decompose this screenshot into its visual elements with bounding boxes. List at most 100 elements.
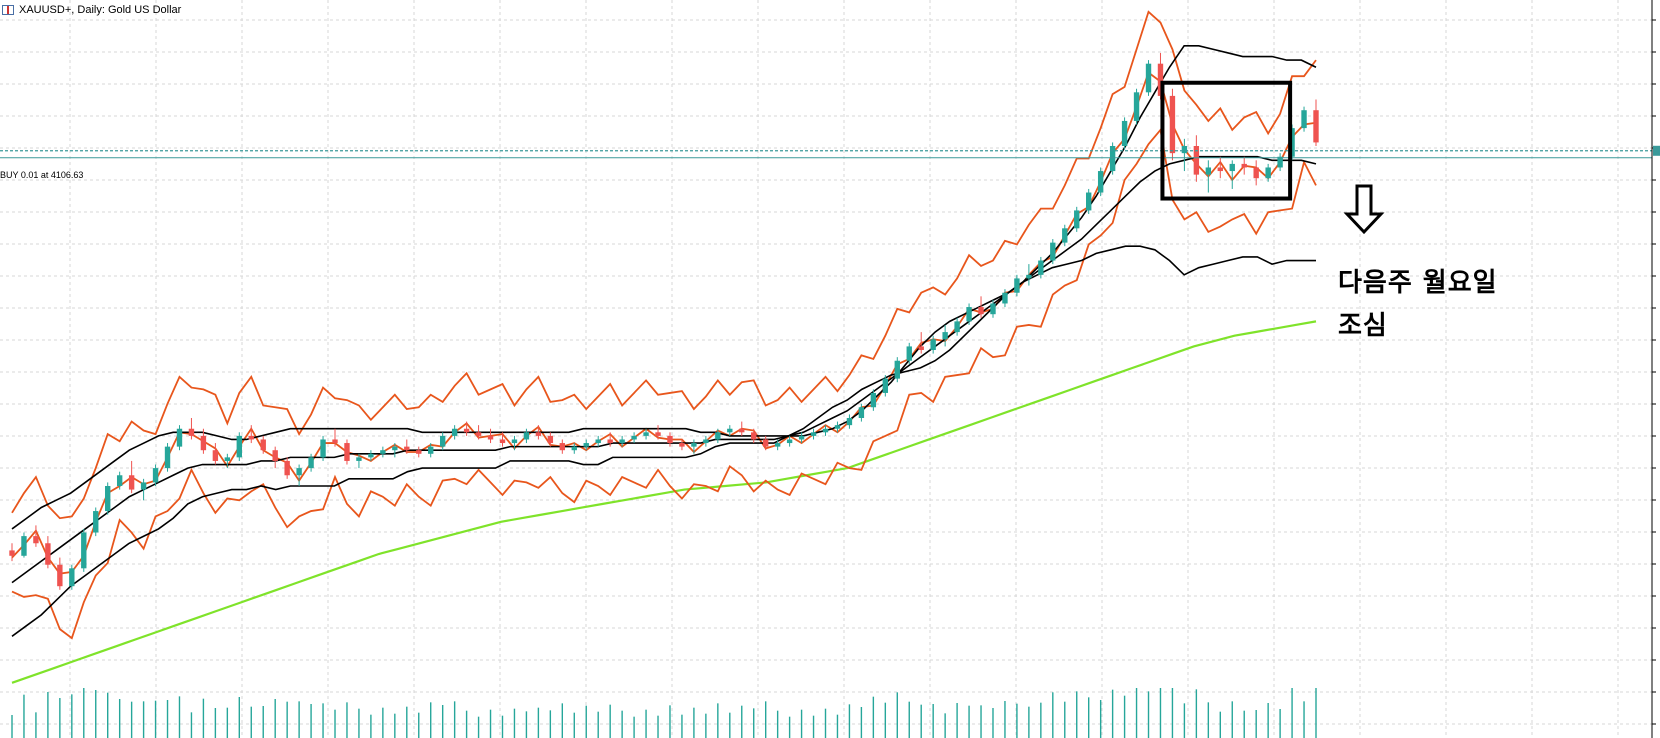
candle-body <box>571 446 577 451</box>
candle <box>966 303 972 325</box>
candle-body <box>739 428 745 433</box>
candle <box>487 428 494 444</box>
candle-body <box>882 378 889 393</box>
candle-body <box>475 432 482 436</box>
candle <box>547 432 554 447</box>
candle <box>691 439 697 454</box>
candle <box>1074 206 1080 232</box>
candle <box>93 507 99 537</box>
candle-body <box>1038 260 1044 275</box>
order-line[interactable] <box>0 150 1652 159</box>
candle <box>619 435 625 447</box>
candle <box>715 428 721 444</box>
candle <box>655 425 661 440</box>
candle <box>583 439 589 451</box>
candle <box>404 439 410 454</box>
candle-body <box>463 428 470 433</box>
envelope-upper-line <box>11 10 1317 520</box>
candle-body <box>511 439 518 444</box>
candle-body <box>69 568 75 587</box>
candle-body <box>332 439 338 444</box>
candle <box>224 453 231 469</box>
candle <box>595 435 601 447</box>
candle-body <box>691 443 697 447</box>
order-line-label: BUY 0.01 at 4106.63 <box>0 170 84 180</box>
candle <box>786 435 793 447</box>
candle-body <box>1241 163 1247 168</box>
annotation-rectangle <box>1160 80 1293 201</box>
candle <box>164 443 171 472</box>
candle-body <box>559 443 566 451</box>
candle-body <box>1157 63 1164 96</box>
candle <box>1002 289 1008 308</box>
candle-body <box>858 407 865 418</box>
candle <box>105 482 111 515</box>
candle <box>33 525 39 547</box>
candle <box>762 435 769 451</box>
candle <box>918 332 924 354</box>
candle <box>930 335 936 354</box>
candle <box>1217 156 1223 179</box>
candle-body <box>236 435 242 458</box>
candle-body <box>1169 95 1176 154</box>
candle-body <box>655 432 661 436</box>
candle <box>152 464 159 486</box>
candle-body <box>1217 167 1223 172</box>
candle <box>774 439 781 451</box>
candle-body <box>583 443 589 447</box>
candle-body <box>116 475 123 486</box>
candle-body <box>200 435 207 451</box>
candle-body <box>416 450 422 454</box>
candle-body <box>1002 292 1008 304</box>
candle-body <box>9 550 15 556</box>
candle-body <box>1074 210 1080 229</box>
candle <box>128 460 135 494</box>
candle-body <box>368 453 374 458</box>
candle <box>499 432 506 447</box>
candle <box>571 443 577 454</box>
candle <box>368 450 374 461</box>
bollinger-upper-line <box>11 44 1317 530</box>
candle-body <box>296 468 302 476</box>
candle <box>1277 153 1283 172</box>
candle <box>69 564 75 590</box>
candle-body <box>260 439 266 451</box>
candle <box>523 428 530 444</box>
candle <box>1229 160 1235 189</box>
candle <box>9 543 15 562</box>
candle <box>727 425 733 436</box>
candle <box>1109 142 1116 175</box>
candle <box>798 432 805 444</box>
candle <box>463 421 470 436</box>
candle-body <box>667 435 673 444</box>
candle <box>1121 117 1128 150</box>
candle <box>308 453 314 472</box>
candle-body <box>499 439 506 444</box>
candle-body <box>715 432 721 440</box>
candle <box>703 435 709 447</box>
annotation-line-1: 다음주 월요일 <box>1338 268 1498 298</box>
candle <box>882 375 889 397</box>
candle <box>1169 88 1176 161</box>
candle-body <box>164 446 171 469</box>
candle-body <box>344 443 350 461</box>
candle-body <box>57 564 63 587</box>
candle-body <box>954 321 960 333</box>
candle-body <box>978 307 984 315</box>
candle <box>990 299 996 318</box>
candle <box>200 428 207 454</box>
candle <box>1193 135 1200 182</box>
down-arrow-icon <box>1343 184 1385 235</box>
candle-body <box>751 432 757 440</box>
candle <box>870 389 877 411</box>
candle <box>834 421 841 433</box>
candle-body <box>140 482 147 490</box>
candle-body <box>128 475 135 490</box>
price-axis[interactable] <box>1651 0 1660 738</box>
candle-body <box>834 425 841 429</box>
candle <box>57 557 63 590</box>
candle-body <box>1301 110 1307 129</box>
candle-body <box>1313 110 1319 143</box>
candle-body <box>320 439 326 458</box>
